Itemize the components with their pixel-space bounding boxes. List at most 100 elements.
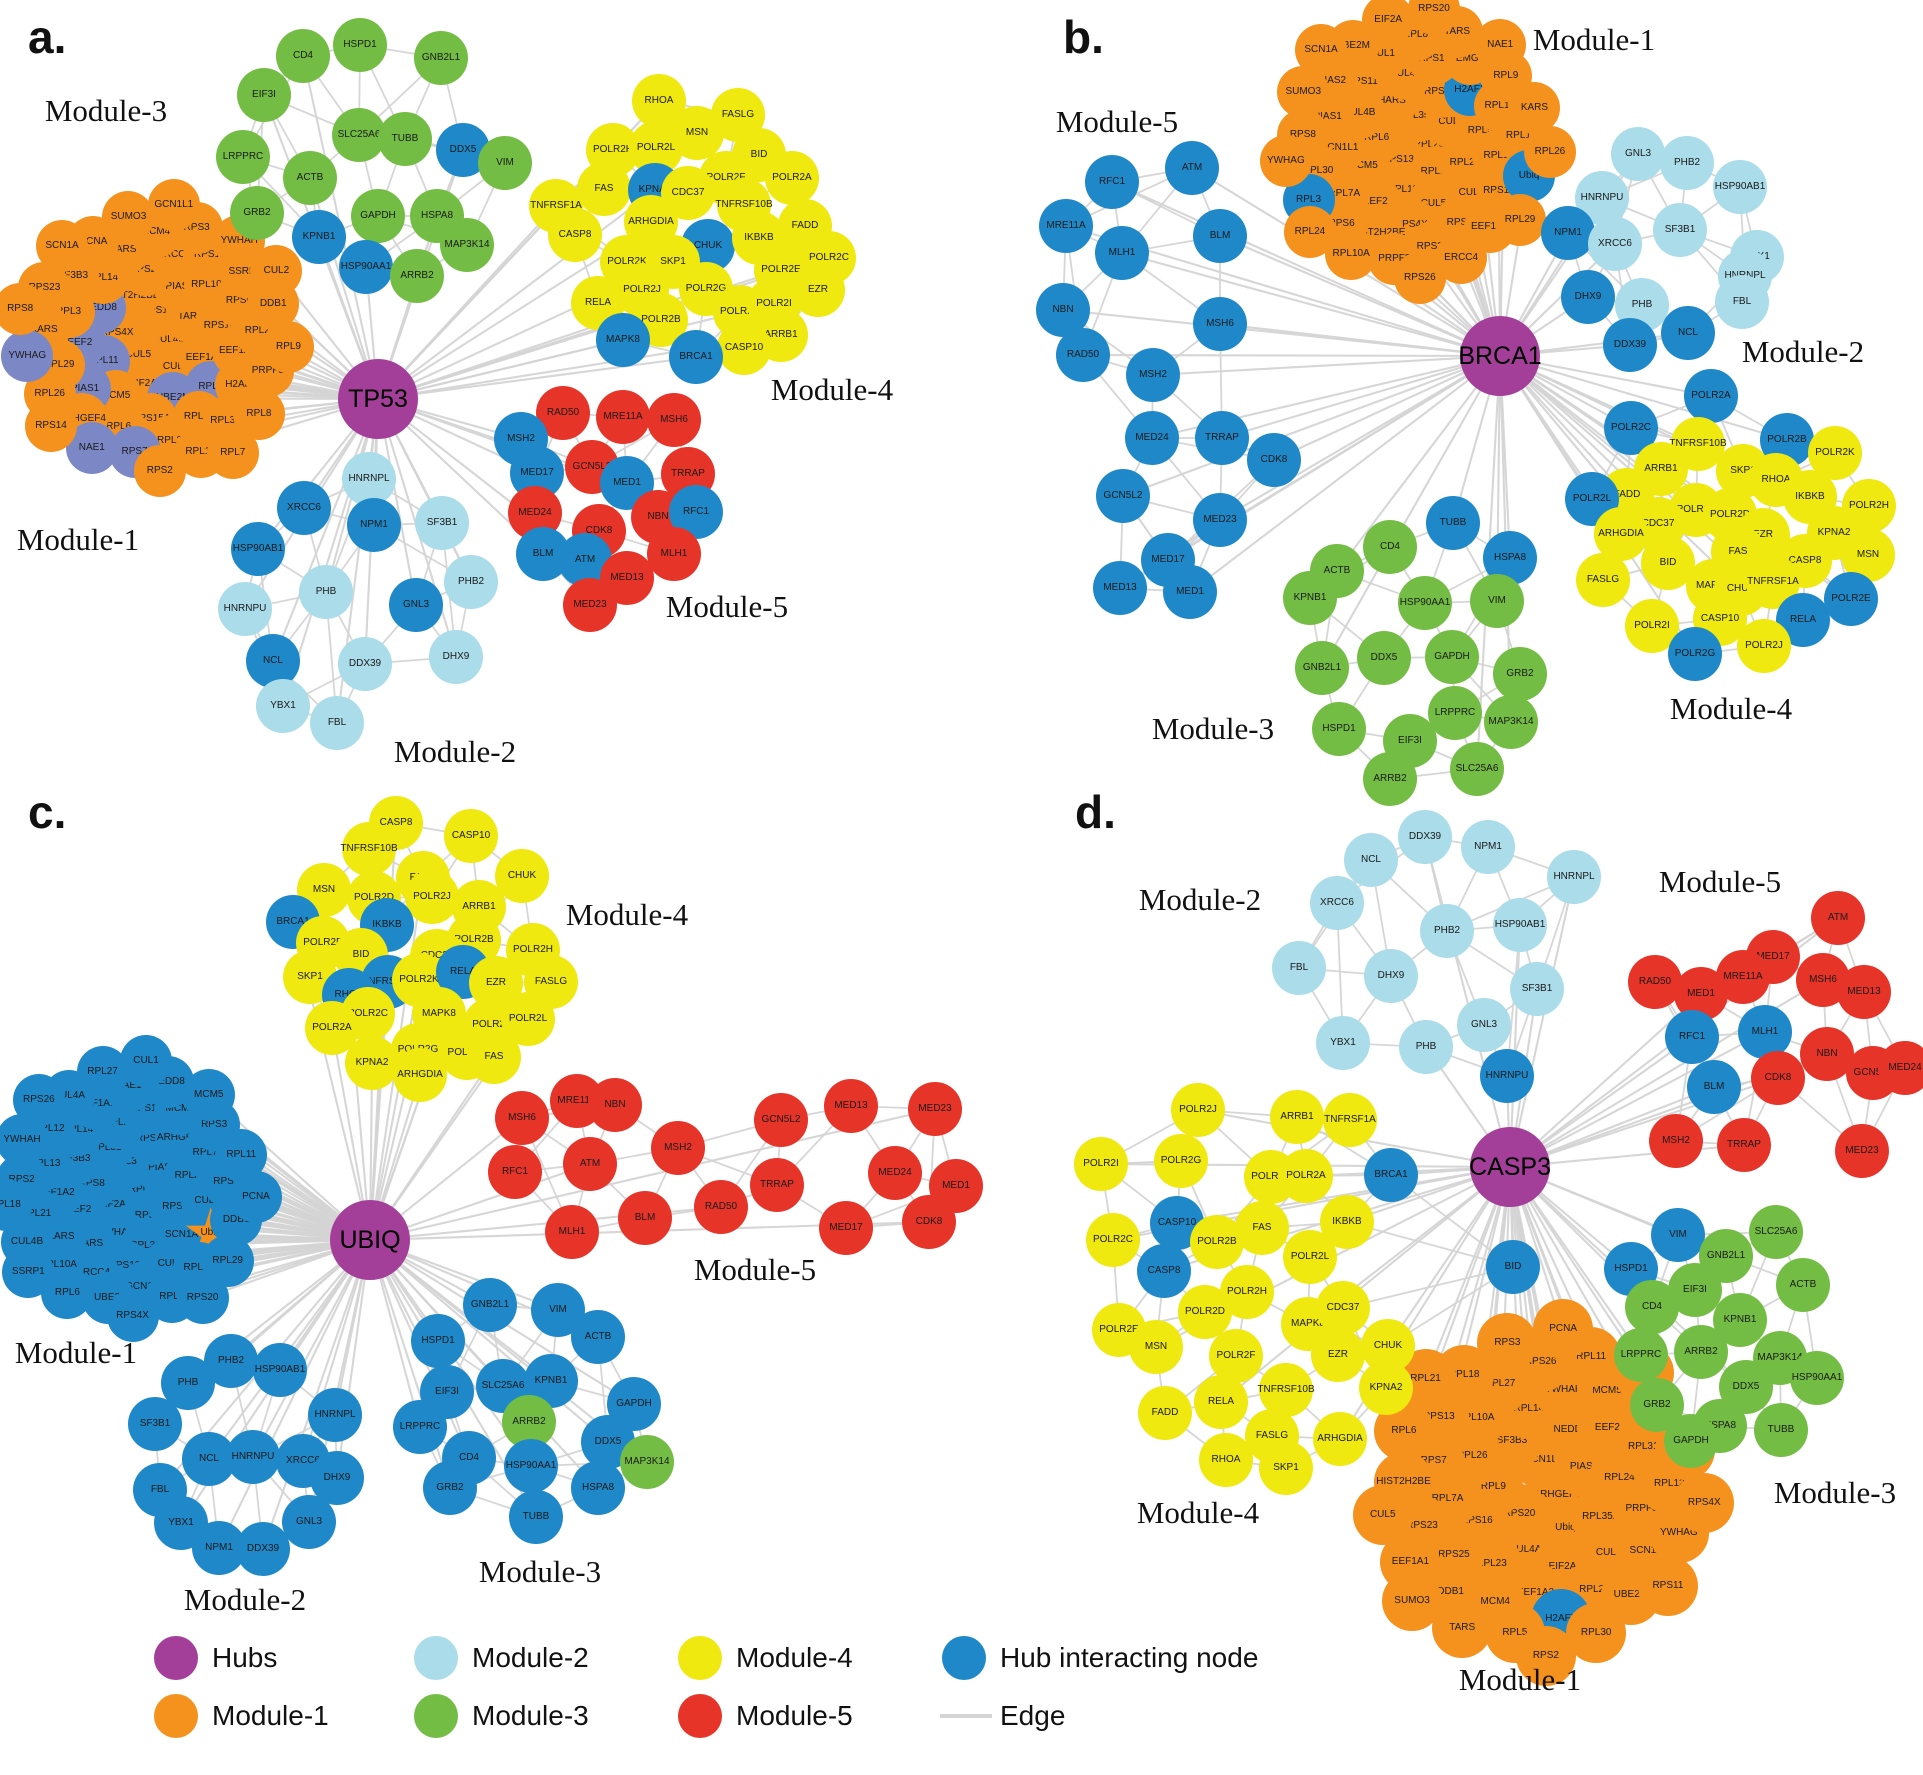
hub-TP53[interactable]: TP53 (338, 359, 418, 439)
node-ARHGDIA[interactable]: ARHGDIA (393, 1048, 447, 1102)
node-POLR2A[interactable]: POLR2A (1684, 369, 1738, 423)
node-HSP90AB1[interactable]: HSP90AB1 (1493, 898, 1547, 952)
node-YWHAG[interactable]: YWHAG (1, 329, 54, 382)
node-MAPK8[interactable]: MAPK8 (596, 313, 650, 367)
node-ARRB2[interactable]: ARRB2 (1363, 752, 1417, 806)
node-NAE1[interactable]: NAE1 (1474, 18, 1527, 71)
node-FBL[interactable]: FBL (310, 696, 364, 750)
node-RPS2[interactable]: RPS2 (1515, 1626, 1576, 1687)
node-SCN1A[interactable]: SCN1A (1295, 23, 1348, 76)
node-TRRAP[interactable]: TRRAP (1195, 411, 1249, 465)
node-MSH6[interactable]: MSH6 (647, 393, 701, 447)
node-DDX39[interactable]: DDX39 (1603, 318, 1657, 372)
node-BLM[interactable]: BLM (618, 1191, 672, 1245)
node-FAS[interactable]: FAS (577, 162, 631, 216)
node-RFC1[interactable]: RFC1 (1085, 155, 1139, 209)
node-CASP10[interactable]: CASP10 (717, 321, 771, 375)
node-MLH1[interactable]: MLH1 (545, 1205, 599, 1259)
node-RFC1[interactable]: RFC1 (488, 1145, 542, 1199)
node-RPL9[interactable]: RPL9 (262, 320, 315, 373)
node-RAD50[interactable]: RAD50 (1056, 328, 1110, 382)
node-RPS3[interactable]: RPS3 (1477, 1313, 1538, 1374)
node-TUBB[interactable]: TUBB (1426, 496, 1480, 550)
node-ATM[interactable]: ATM (1811, 891, 1865, 945)
node-KPNA2[interactable]: KPNA2 (345, 1036, 399, 1090)
node-POLR2D[interactable]: POLR2D (1178, 1285, 1232, 1339)
node-RAD50[interactable]: RAD50 (1628, 955, 1682, 1009)
node-DDX39[interactable]: DDX39 (1398, 810, 1452, 864)
node-POLR2J[interactable]: POLR2J (405, 870, 459, 924)
node-GRB2[interactable]: GRB2 (1493, 647, 1547, 701)
node-TRRAP[interactable]: TRRAP (750, 1158, 804, 1212)
node-HNRNPL[interactable]: HNRNPL (342, 452, 396, 506)
node-NPM1[interactable]: NPM1 (1541, 206, 1595, 260)
node-MRE11A[interactable]: MRE11A (596, 390, 650, 444)
node-TARS[interactable]: TARS (1432, 1597, 1493, 1658)
node-MED13[interactable]: MED13 (1837, 965, 1891, 1019)
node-RPS26[interactable]: RPS26 (1393, 251, 1446, 304)
node-GNL3[interactable]: GNL3 (389, 578, 443, 632)
node-MED13[interactable]: MED13 (1093, 561, 1147, 615)
node-MED24[interactable]: MED24 (1125, 411, 1179, 465)
node-GNB2L1[interactable]: GNB2L1 (414, 31, 468, 85)
node-POLR2E[interactable]: POLR2E (1824, 572, 1878, 626)
node-DHX9[interactable]: DHX9 (429, 630, 483, 684)
node-HSP90AA1[interactable]: HSP90AA1 (339, 240, 393, 294)
node-RPL7[interactable]: RPL7 (206, 427, 259, 480)
node-ATM[interactable]: ATM (1165, 141, 1219, 195)
node-MSH2[interactable]: MSH2 (1649, 1114, 1703, 1168)
hub-CASP3[interactable]: CASP3 (1469, 1127, 1551, 1207)
node-SLC25A6[interactable]: SLC25A6 (332, 108, 386, 162)
node-PHB2[interactable]: PHB2 (444, 555, 498, 609)
node-HNRNPL[interactable]: HNRNPL (308, 1388, 362, 1442)
node-DHX9[interactable]: DHX9 (1561, 270, 1615, 324)
node-RELA[interactable]: RELA (1194, 1375, 1248, 1429)
node-RPL29[interactable]: RPL29 (1494, 193, 1547, 246)
node-CDK8[interactable]: CDK8 (1247, 433, 1301, 487)
node-HNRNPL[interactable]: HNRNPL (1547, 850, 1601, 904)
node-EIF2A[interactable]: EIF2A (1362, 0, 1415, 47)
hub-UBIQ[interactable]: UBIQ (330, 1200, 410, 1280)
node-YBX1[interactable]: YBX1 (256, 679, 310, 733)
node-BID[interactable]: BID (1486, 1240, 1540, 1294)
node-CUL1[interactable]: CUL1 (120, 1034, 173, 1087)
node-MED23[interactable]: MED23 (1835, 1124, 1889, 1178)
node-MED24[interactable]: MED24 (1878, 1041, 1923, 1095)
node-CUL5[interactable]: CUL5 (1352, 1484, 1413, 1545)
node-POLR2C[interactable]: POLR2C (1086, 1213, 1140, 1267)
node-ATM[interactable]: ATM (563, 1137, 617, 1191)
node-KARS[interactable]: KARS (1508, 82, 1561, 135)
node-GAPDH[interactable]: GAPDH (1664, 1414, 1718, 1468)
node-GNL3[interactable]: GNL3 (1611, 127, 1665, 181)
node-VIM[interactable]: VIM (478, 136, 532, 190)
node-RPS20[interactable]: RPS20 (176, 1272, 229, 1325)
node-HSP90AB1[interactable]: HSP90AB1 (1713, 160, 1767, 214)
node-SF3B1[interactable]: SF3B1 (1510, 962, 1564, 1016)
node-HSP90AA1[interactable]: HSP90AA1 (504, 1439, 558, 1493)
node-HSPA8[interactable]: HSPA8 (571, 1461, 625, 1515)
node-SUMO3[interactable]: SUMO3 (102, 190, 155, 243)
node-SF3B1[interactable]: SF3B1 (415, 496, 469, 550)
node-NCL[interactable]: NCL (246, 634, 300, 688)
node-ARHGDIA[interactable]: ARHGDIA (1313, 1412, 1367, 1466)
node-MSH2[interactable]: MSH2 (651, 1121, 705, 1175)
node-RPL30[interactable]: RPL30 (1566, 1602, 1627, 1663)
node-HNRNPU[interactable]: HNRNPU (1480, 1049, 1534, 1103)
node-MED23[interactable]: MED23 (908, 1082, 962, 1136)
node-KPNB1[interactable]: KPNB1 (1283, 571, 1337, 625)
node-XRCC6[interactable]: XRCC6 (1310, 876, 1364, 930)
hub-BRCA1[interactable]: BRCA1 (1458, 316, 1542, 396)
node-RFC1[interactable]: RFC1 (1665, 1010, 1719, 1064)
node-POLR2J[interactable]: POLR2J (1171, 1083, 1225, 1137)
node-RPS14[interactable]: RPS14 (25, 399, 78, 452)
node-HSPD1[interactable]: HSPD1 (411, 1314, 465, 1368)
node-POLR2J[interactable]: POLR2J (1737, 619, 1791, 673)
node-ACTB[interactable]: ACTB (1776, 1258, 1830, 1312)
node-POLR2A[interactable]: POLR2A (1279, 1149, 1333, 1203)
node-VIM[interactable]: VIM (1470, 574, 1524, 628)
node-CHUK[interactable]: CHUK (495, 849, 549, 903)
node-PCNA[interactable]: PCNA (1533, 1299, 1594, 1360)
node-MRE11A[interactable]: MRE11A (1039, 199, 1093, 253)
node-HSPD1[interactable]: HSPD1 (1312, 702, 1366, 756)
node-SF3B1[interactable]: SF3B1 (1653, 203, 1707, 257)
